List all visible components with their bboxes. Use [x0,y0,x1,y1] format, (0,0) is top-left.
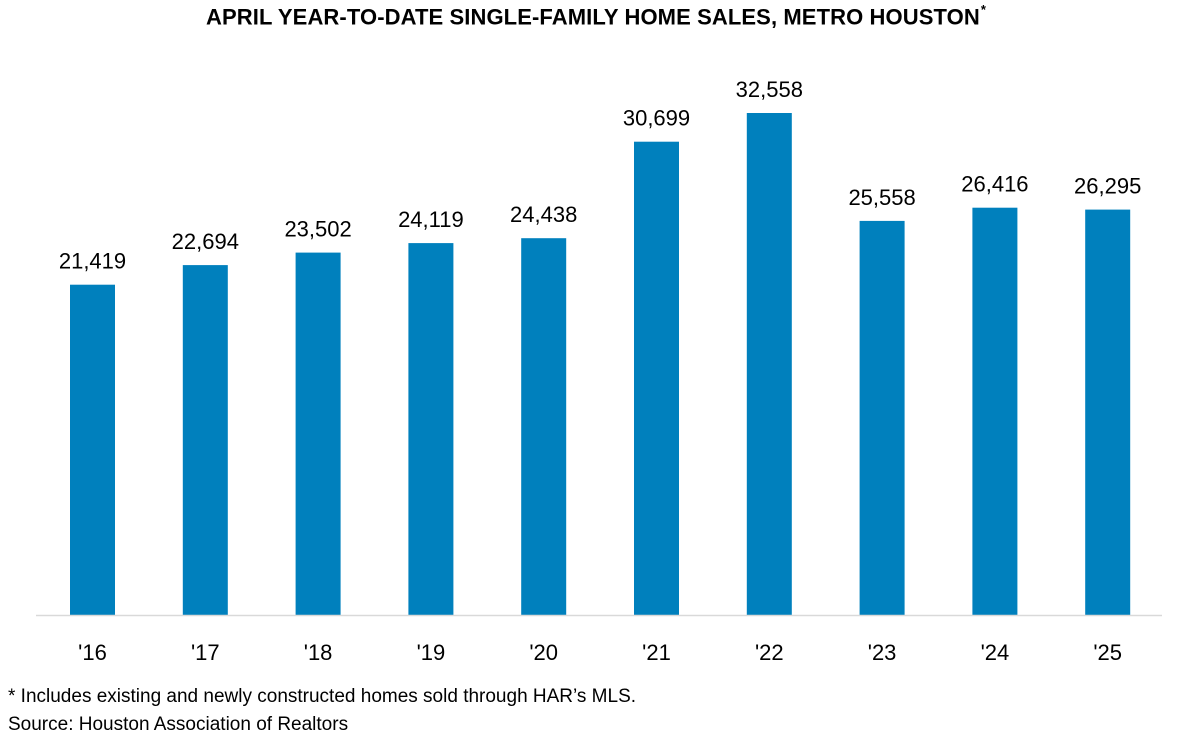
bar-9 [1085,209,1131,615]
data-label-5: 30,699 [623,106,690,131]
x-tick-label-4: '20 [529,640,558,665]
bar-4 [521,238,567,615]
chart-title: APRIL YEAR-TO-DATE SINGLE-FAMILY HOME SA… [0,2,1192,30]
x-tick-label-7: '23 [868,640,897,665]
bar-1 [182,265,228,615]
data-label-1: 22,694 [172,229,239,254]
title-asterisk: * [980,2,986,17]
x-tick-label-9: '25 [1093,640,1122,665]
data-label-3: 24,119 [398,207,464,232]
bar-2 [295,252,341,615]
data-label-4: 24,438 [510,202,577,227]
chart-title-text: APRIL YEAR-TO-DATE SINGLE-FAMILY HOME SA… [205,4,980,30]
x-tick-label-6: '22 [755,640,784,665]
data-label-2: 23,502 [284,217,351,242]
data-label-7: 25,558 [848,185,915,210]
footnote-source: Source: Houston Association of Realtors [8,714,349,735]
bar-5 [634,141,679,615]
bar-7 [859,220,905,615]
x-tick-label-1: '17 [191,640,220,665]
x-tick-label-5: '21 [642,640,671,665]
x-tick-label-8: '24 [981,640,1010,665]
bar-8 [972,207,1018,615]
bar-3 [408,243,454,615]
bar-0 [70,284,115,615]
bar-6 [746,113,792,615]
data-label-9: 26,295 [1074,174,1141,199]
data-label-0: 21,419 [59,249,126,274]
x-tick-label-3: '19 [417,640,446,665]
x-tick-label-0: '16 [78,640,107,665]
data-label-8: 26,416 [961,172,1028,197]
data-label-6: 32,558 [736,77,803,102]
footnote-note: * Includes existing and newly constructe… [8,686,637,707]
x-tick-label-2: '18 [304,640,333,665]
